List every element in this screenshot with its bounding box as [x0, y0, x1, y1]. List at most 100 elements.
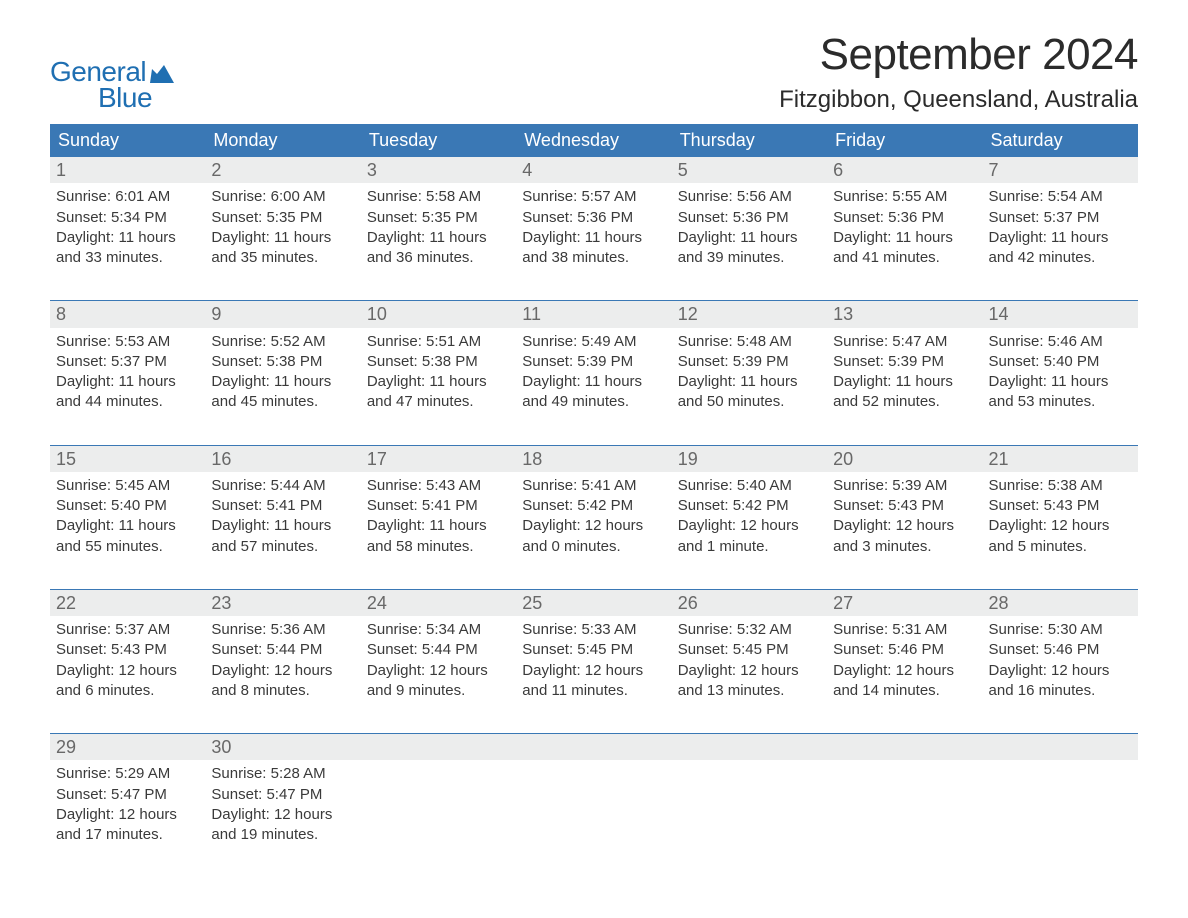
daylight-line1: Daylight: 12 hours — [56, 805, 201, 825]
daylight-line1: Daylight: 11 hours — [367, 516, 512, 536]
sunrise-text: Sunrise: 5:38 AM — [989, 476, 1134, 496]
day-cell: 11Sunrise: 5:49 AMSunset: 5:39 PMDayligh… — [516, 301, 671, 416]
daylight-line2: and 0 minutes. — [522, 537, 667, 557]
sunrise-text: Sunrise: 5:57 AM — [522, 187, 667, 207]
week-row: 15Sunrise: 5:45 AMSunset: 5:40 PMDayligh… — [50, 445, 1138, 561]
sunset-text: Sunset: 5:43 PM — [989, 496, 1134, 516]
daylight-line1: Daylight: 11 hours — [211, 228, 356, 248]
day-number — [983, 734, 1138, 760]
day-number: 13 — [827, 301, 982, 327]
day-body: Sunrise: 5:44 AMSunset: 5:41 PMDaylight:… — [205, 472, 360, 561]
day-number: 26 — [672, 590, 827, 616]
day-number: 12 — [672, 301, 827, 327]
day-body: Sunrise: 5:39 AMSunset: 5:43 PMDaylight:… — [827, 472, 982, 561]
sunrise-text: Sunrise: 5:30 AM — [989, 620, 1134, 640]
sunrise-text: Sunrise: 5:36 AM — [211, 620, 356, 640]
day-cell: 1Sunrise: 6:01 AMSunset: 5:34 PMDaylight… — [50, 157, 205, 272]
day-cell: 18Sunrise: 5:41 AMSunset: 5:42 PMDayligh… — [516, 446, 671, 561]
daylight-line2: and 50 minutes. — [678, 392, 823, 412]
daylight-line2: and 13 minutes. — [678, 681, 823, 701]
daylight-line1: Daylight: 12 hours — [522, 661, 667, 681]
day-number — [827, 734, 982, 760]
day-cell: 6Sunrise: 5:55 AMSunset: 5:36 PMDaylight… — [827, 157, 982, 272]
sunset-text: Sunset: 5:36 PM — [833, 208, 978, 228]
title-block: September 2024 Fitzgibbon, Queensland, A… — [779, 30, 1138, 114]
sunrise-text: Sunrise: 5:54 AM — [989, 187, 1134, 207]
day-cell: 13Sunrise: 5:47 AMSunset: 5:39 PMDayligh… — [827, 301, 982, 416]
daylight-line2: and 52 minutes. — [833, 392, 978, 412]
day-header: Monday — [205, 124, 360, 157]
sunset-text: Sunset: 5:34 PM — [56, 208, 201, 228]
daylight-line2: and 42 minutes. — [989, 248, 1134, 268]
daylight-line2: and 55 minutes. — [56, 537, 201, 557]
day-number: 27 — [827, 590, 982, 616]
daylight-line1: Daylight: 12 hours — [989, 661, 1134, 681]
sunset-text: Sunset: 5:45 PM — [678, 640, 823, 660]
daylight-line2: and 35 minutes. — [211, 248, 356, 268]
day-header: Saturday — [983, 124, 1138, 157]
day-cell: 24Sunrise: 5:34 AMSunset: 5:44 PMDayligh… — [361, 590, 516, 705]
day-cell — [672, 734, 827, 849]
day-cell: 15Sunrise: 5:45 AMSunset: 5:40 PMDayligh… — [50, 446, 205, 561]
daylight-line1: Daylight: 12 hours — [833, 661, 978, 681]
day-number: 3 — [361, 157, 516, 183]
day-body: Sunrise: 6:00 AMSunset: 5:35 PMDaylight:… — [205, 183, 360, 272]
day-header: Wednesday — [516, 124, 671, 157]
sunrise-text: Sunrise: 5:47 AM — [833, 332, 978, 352]
daylight-line2: and 14 minutes. — [833, 681, 978, 701]
daylight-line2: and 11 minutes. — [522, 681, 667, 701]
week-row: 22Sunrise: 5:37 AMSunset: 5:43 PMDayligh… — [50, 589, 1138, 705]
day-cell: 20Sunrise: 5:39 AMSunset: 5:43 PMDayligh… — [827, 446, 982, 561]
sunset-text: Sunset: 5:38 PM — [367, 352, 512, 372]
day-number — [516, 734, 671, 760]
day-cell — [983, 734, 1138, 849]
day-number: 8 — [50, 301, 205, 327]
sunrise-text: Sunrise: 5:31 AM — [833, 620, 978, 640]
sunrise-text: Sunrise: 5:28 AM — [211, 764, 356, 784]
daylight-line1: Daylight: 12 hours — [833, 516, 978, 536]
day-number: 23 — [205, 590, 360, 616]
day-cell: 3Sunrise: 5:58 AMSunset: 5:35 PMDaylight… — [361, 157, 516, 272]
daylight-line1: Daylight: 11 hours — [522, 228, 667, 248]
day-body: Sunrise: 5:33 AMSunset: 5:45 PMDaylight:… — [516, 616, 671, 705]
day-body: Sunrise: 6:01 AMSunset: 5:34 PMDaylight:… — [50, 183, 205, 272]
daylight-line1: Daylight: 12 hours — [56, 661, 201, 681]
day-number: 28 — [983, 590, 1138, 616]
day-body: Sunrise: 5:34 AMSunset: 5:44 PMDaylight:… — [361, 616, 516, 705]
sunset-text: Sunset: 5:45 PM — [522, 640, 667, 660]
daylight-line2: and 36 minutes. — [367, 248, 512, 268]
week-row: 1Sunrise: 6:01 AMSunset: 5:34 PMDaylight… — [50, 157, 1138, 272]
day-cell: 21Sunrise: 5:38 AMSunset: 5:43 PMDayligh… — [983, 446, 1138, 561]
sunset-text: Sunset: 5:36 PM — [678, 208, 823, 228]
day-body: Sunrise: 5:41 AMSunset: 5:42 PMDaylight:… — [516, 472, 671, 561]
day-number — [672, 734, 827, 760]
day-cell: 28Sunrise: 5:30 AMSunset: 5:46 PMDayligh… — [983, 590, 1138, 705]
daylight-line2: and 38 minutes. — [522, 248, 667, 268]
calendar: SundayMondayTuesdayWednesdayThursdayFrid… — [50, 124, 1138, 849]
daylight-line2: and 9 minutes. — [367, 681, 512, 701]
sunrise-text: Sunrise: 5:55 AM — [833, 187, 978, 207]
day-body: Sunrise: 5:36 AMSunset: 5:44 PMDaylight:… — [205, 616, 360, 705]
day-body: Sunrise: 5:38 AMSunset: 5:43 PMDaylight:… — [983, 472, 1138, 561]
day-number: 30 — [205, 734, 360, 760]
day-cell: 17Sunrise: 5:43 AMSunset: 5:41 PMDayligh… — [361, 446, 516, 561]
daylight-line1: Daylight: 12 hours — [211, 805, 356, 825]
day-number: 7 — [983, 157, 1138, 183]
sunrise-text: Sunrise: 5:44 AM — [211, 476, 356, 496]
month-title: September 2024 — [779, 30, 1138, 80]
day-body: Sunrise: 5:40 AMSunset: 5:42 PMDaylight:… — [672, 472, 827, 561]
daylight-line1: Daylight: 12 hours — [522, 516, 667, 536]
sunrise-text: Sunrise: 6:00 AM — [211, 187, 356, 207]
day-cell: 2Sunrise: 6:00 AMSunset: 5:35 PMDaylight… — [205, 157, 360, 272]
day-body: Sunrise: 5:47 AMSunset: 5:39 PMDaylight:… — [827, 328, 982, 417]
sunset-text: Sunset: 5:36 PM — [522, 208, 667, 228]
day-cell: 9Sunrise: 5:52 AMSunset: 5:38 PMDaylight… — [205, 301, 360, 416]
day-body: Sunrise: 5:49 AMSunset: 5:39 PMDaylight:… — [516, 328, 671, 417]
daylight-line1: Daylight: 11 hours — [211, 372, 356, 392]
daylight-line2: and 47 minutes. — [367, 392, 512, 412]
day-cell: 4Sunrise: 5:57 AMSunset: 5:36 PMDaylight… — [516, 157, 671, 272]
sunrise-text: Sunrise: 5:51 AM — [367, 332, 512, 352]
daylight-line2: and 41 minutes. — [833, 248, 978, 268]
day-number: 6 — [827, 157, 982, 183]
day-cell: 30Sunrise: 5:28 AMSunset: 5:47 PMDayligh… — [205, 734, 360, 849]
